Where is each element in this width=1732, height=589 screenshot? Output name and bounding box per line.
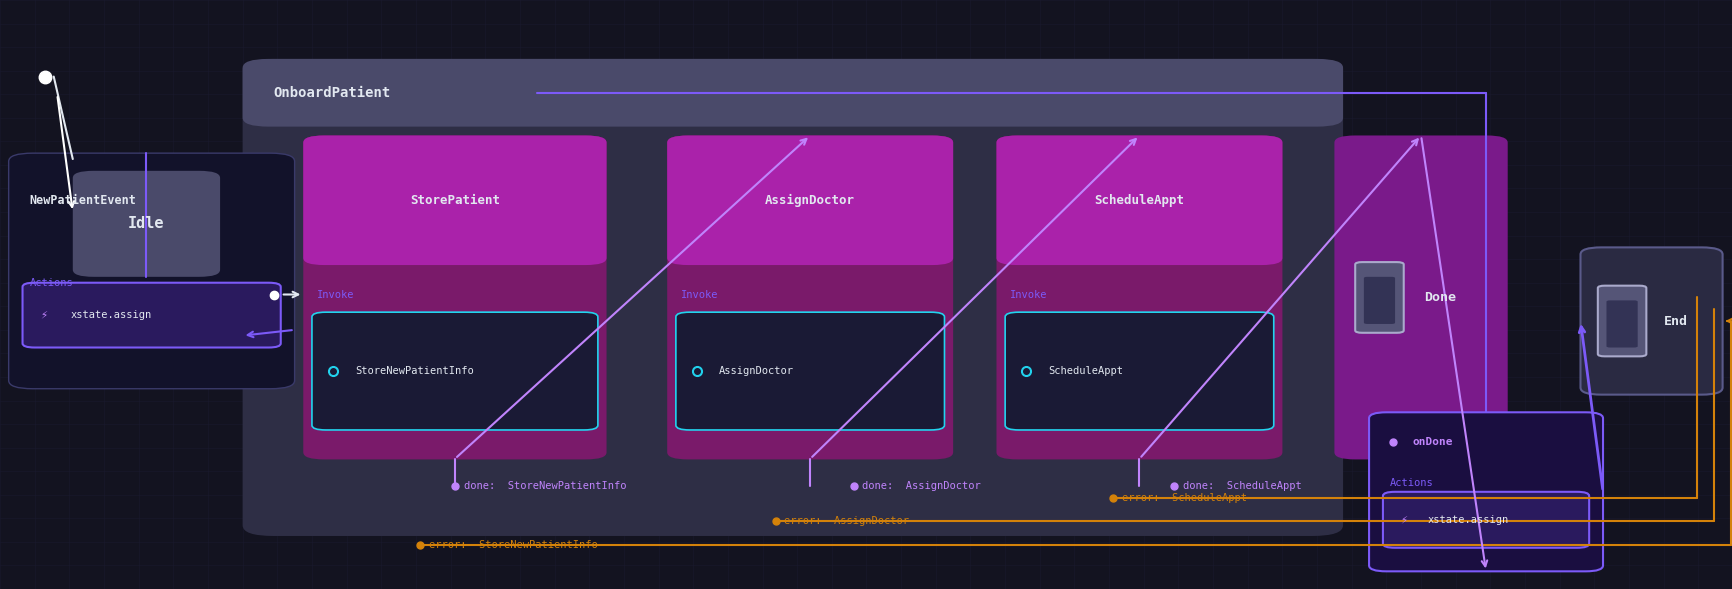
FancyBboxPatch shape xyxy=(9,153,294,389)
Text: ⚡: ⚡ xyxy=(40,309,47,322)
FancyBboxPatch shape xyxy=(1354,262,1403,333)
Text: NewPatientEvent: NewPatientEvent xyxy=(29,194,137,207)
Text: Actions: Actions xyxy=(29,278,73,287)
Text: Actions: Actions xyxy=(1389,478,1432,488)
FancyBboxPatch shape xyxy=(675,312,944,430)
FancyBboxPatch shape xyxy=(1597,286,1645,356)
FancyBboxPatch shape xyxy=(242,59,1342,127)
Text: error:  StoreNewPatientInfo: error: StoreNewPatientInfo xyxy=(428,540,598,550)
FancyBboxPatch shape xyxy=(1606,300,1637,348)
Text: AssignDoctor: AssignDoctor xyxy=(766,194,854,207)
Text: error:  ScheduleAppt: error: ScheduleAppt xyxy=(1122,493,1247,502)
Text: xstate.assign: xstate.assign xyxy=(71,310,152,320)
Text: Invoke: Invoke xyxy=(681,290,719,299)
Text: ScheduleAppt: ScheduleAppt xyxy=(1095,194,1183,207)
FancyBboxPatch shape xyxy=(667,135,953,265)
Text: Idle: Idle xyxy=(128,216,165,231)
FancyBboxPatch shape xyxy=(303,135,606,265)
Text: Invoke: Invoke xyxy=(317,290,355,299)
Text: ScheduleAppt: ScheduleAppt xyxy=(1048,366,1122,376)
FancyBboxPatch shape xyxy=(23,283,281,348)
Text: error:  AssignDoctor: error: AssignDoctor xyxy=(783,517,909,526)
FancyBboxPatch shape xyxy=(667,135,953,459)
FancyBboxPatch shape xyxy=(1334,135,1507,459)
FancyBboxPatch shape xyxy=(242,59,1342,536)
FancyBboxPatch shape xyxy=(73,171,220,277)
Text: done:  StoreNewPatientInfo: done: StoreNewPatientInfo xyxy=(462,481,625,491)
FancyBboxPatch shape xyxy=(1368,412,1602,571)
Text: done:  AssignDoctor: done: AssignDoctor xyxy=(863,481,980,491)
FancyBboxPatch shape xyxy=(1580,247,1722,395)
FancyBboxPatch shape xyxy=(996,135,1282,459)
Text: Done: Done xyxy=(1424,291,1455,304)
Text: done:  ScheduleAppt: done: ScheduleAppt xyxy=(1181,481,1301,491)
FancyBboxPatch shape xyxy=(1363,277,1394,324)
FancyBboxPatch shape xyxy=(303,135,606,459)
Text: AssignDoctor: AssignDoctor xyxy=(719,366,793,376)
Text: ⚡: ⚡ xyxy=(1399,513,1406,527)
Text: Invoke: Invoke xyxy=(1010,290,1048,299)
FancyBboxPatch shape xyxy=(1005,312,1273,430)
Text: xstate.assign: xstate.assign xyxy=(1427,515,1509,525)
FancyBboxPatch shape xyxy=(1382,492,1588,548)
Text: StoreNewPatientInfo: StoreNewPatientInfo xyxy=(355,366,475,376)
FancyBboxPatch shape xyxy=(312,312,598,430)
FancyBboxPatch shape xyxy=(996,135,1282,265)
Text: OnboardPatient: OnboardPatient xyxy=(274,86,391,100)
Text: onDone: onDone xyxy=(1412,437,1451,446)
Text: End: End xyxy=(1663,315,1687,327)
Text: StorePatient: StorePatient xyxy=(410,194,499,207)
